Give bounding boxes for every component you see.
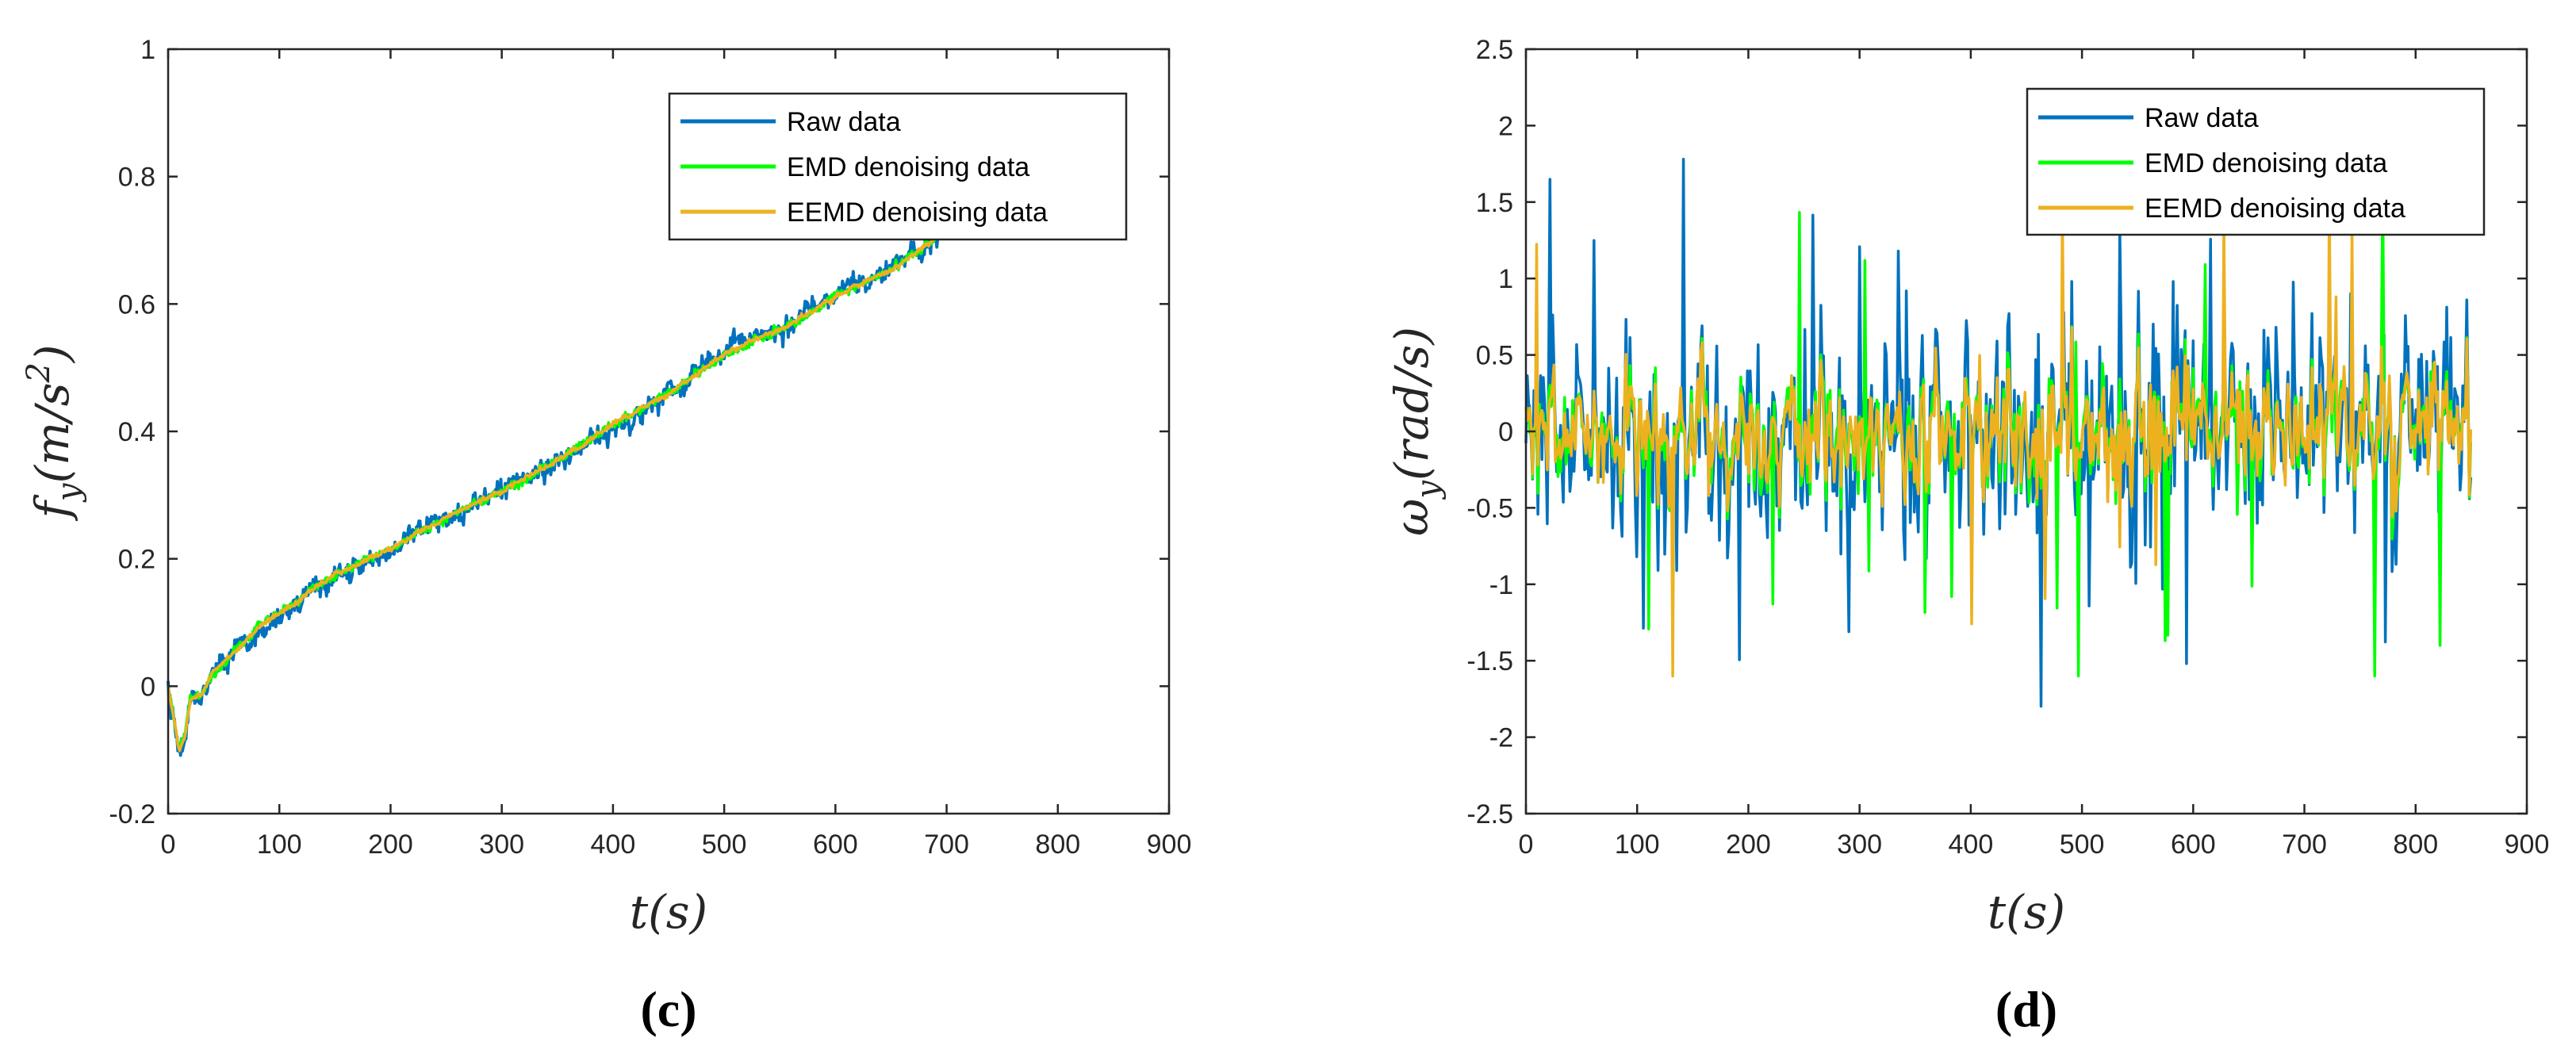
chart-c-legend-raw: Raw data [787, 107, 901, 137]
chart-d-xlabel: t(s) [1988, 885, 2065, 939]
chart-d-xtick-label: 100 [1615, 829, 1660, 860]
chart-d-ticks: 0 100 200 300 400 500 600 700 800 900 -2.5 -2 -1.5 -1… [1466, 35, 2549, 860]
chart-c-ytick-label: 0.2 [118, 545, 155, 575]
chart-d-xtick-label: 900 [2505, 829, 2550, 860]
chart-d-xtick-label: 600 [2171, 829, 2216, 860]
chart-c-series-eemd [167, 220, 959, 753]
chart-c-legend: Raw data EMD denoising data EEMD denoisi… [668, 92, 1128, 241]
chart-d-ytick-label: 1.5 [1476, 188, 1513, 218]
chart-d-ytick-label: 1 [1498, 264, 1513, 294]
chart-d-ytick-label: -2.5 [1466, 799, 1513, 829]
chart-c-ytick-label: 0.6 [118, 289, 155, 320]
chart-d-xtick-label: 700 [2282, 829, 2327, 860]
chart-d-xtick-label: 800 [2393, 829, 2438, 860]
chart-d-ylabel: ωy(rad/s) [1385, 327, 1447, 536]
chart-c-ytick-label: 0.8 [118, 163, 155, 193]
chart-d-legend-raw: Raw data [2145, 103, 2259, 133]
chart-d-xtick-label: 0 [1519, 829, 1534, 860]
chart-d-ytick-label: -1.5 [1466, 646, 1513, 676]
chart-d-series-eemd [1524, 193, 2473, 678]
chart-c-xtick-label: 800 [1035, 829, 1080, 860]
chart-c-legend-emd: EMD denoising data [787, 152, 1029, 182]
chart-c-ytick-label: 0 [140, 672, 155, 702]
chart-c-ytick-label: 1 [140, 35, 155, 65]
chart-d-ytick-label: 2.5 [1476, 35, 1513, 65]
chart-c-xtick-label: 200 [368, 829, 413, 860]
chart-d-ytick-label: 2 [1498, 111, 1513, 141]
chart-c-ytick-label: 0.4 [118, 417, 155, 447]
chart-d-panel-label: (d) [1995, 981, 2057, 1037]
chart-d-legend: Raw data EMD denoising data EEMD denoisi… [2026, 87, 2486, 236]
chart-d-ytick-label: -2 [1489, 723, 1513, 753]
chart-c-xtick-label: 100 [257, 829, 302, 860]
chart-c: 0 100 200 300 400 500 600 700 800 900-0.200.20.40… [21, 35, 1191, 1037]
chart-c-xlabel: t(s) [630, 885, 707, 939]
chart-c-ticks: 0 100 200 300 400 500 600 700 800 900-0.200.20.40… [109, 35, 1191, 860]
chart-c-ytick-label: -0.2 [109, 799, 155, 829]
chart-d-xtick-label: 200 [1726, 829, 1771, 860]
chart-c-xtick-label: 700 [924, 829, 969, 860]
chart-d-xtick-label: 300 [1837, 829, 1882, 860]
chart-c-xtick-label: 0 [161, 829, 176, 860]
chart-d-ytick-label: 0 [1498, 417, 1513, 447]
chart-d-ytick-label: -1 [1489, 570, 1513, 600]
chart-d-xtick-label: 500 [2060, 829, 2105, 860]
chart-c-xtick-label: 600 [813, 829, 858, 860]
chart-d-xtick-label: 400 [1949, 829, 1994, 860]
chart-c-xtick-label: 900 [1147, 829, 1192, 860]
chart-d-legend-eemd: EEMD denoising data [2145, 193, 2405, 224]
chart-d-ytick-label: -0.5 [1466, 493, 1513, 523]
chart-c-lines [167, 211, 959, 757]
chart-d-legend-emd: EMD denoising data [2145, 148, 2387, 178]
chart-d: 0 100 200 300 400 500 600 700 800 900 -2.5 -2 -1.5 -1… [1385, 35, 2549, 1037]
chart-d-ytick-label: 0.5 [1476, 341, 1513, 371]
chart-c-xtick-label: 300 [479, 829, 524, 860]
chart-c-xtick-label: 500 [702, 829, 747, 860]
chart-c-panel-label: (c) [640, 981, 696, 1037]
chart-c-ylabel: fy(m/s2) [21, 344, 87, 521]
chart-c-xtick-label: 400 [591, 829, 636, 860]
chart-d-lines [1524, 158, 2473, 708]
chart-c-legend-eemd: EEMD denoising data [787, 197, 1048, 228]
